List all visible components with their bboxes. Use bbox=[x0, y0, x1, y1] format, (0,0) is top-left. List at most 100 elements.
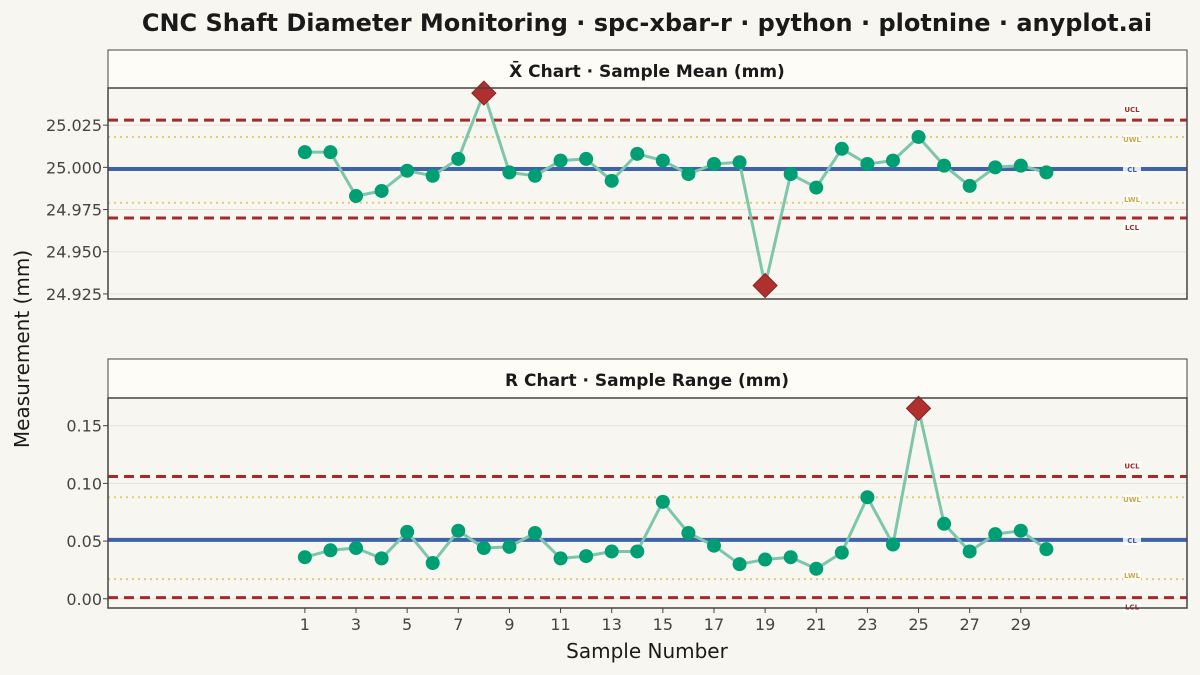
xbar-data-point bbox=[323, 145, 338, 160]
range-data-point bbox=[681, 526, 696, 540]
xbar-data-point bbox=[527, 168, 542, 183]
range-panel-background bbox=[108, 398, 1187, 608]
range-violation-point bbox=[905, 395, 932, 422]
xbar-lwl-label-bg bbox=[1123, 194, 1141, 204]
xbar-lwl-label: LWL bbox=[1124, 196, 1141, 204]
range-data-point bbox=[553, 551, 568, 566]
xbar-data-point bbox=[374, 183, 389, 198]
range-uwl-label: UWL bbox=[1123, 496, 1141, 504]
xbar-ucl-label-bg bbox=[1123, 105, 1141, 115]
xbar-data-point bbox=[706, 156, 721, 171]
xbar-cl-label: CL bbox=[1127, 166, 1137, 174]
xbar-lcl-label-bg bbox=[1123, 222, 1141, 232]
range-strip bbox=[107, 358, 1188, 399]
xbar-data-point bbox=[937, 158, 952, 173]
x-tick-label: 25 bbox=[908, 615, 928, 634]
xbar-violation-point bbox=[752, 272, 778, 299]
range-data-point bbox=[374, 551, 389, 566]
range-data-point bbox=[349, 541, 364, 555]
xbar-panel: X̄ Chart · Sample Mean (mm) 24.925 24.950… bbox=[46, 49, 1188, 304]
x-tick-label: 15 bbox=[653, 615, 673, 634]
range-data-point bbox=[809, 561, 824, 576]
range-ucl-label: UCL bbox=[1124, 462, 1140, 470]
xbar-data-point bbox=[681, 167, 696, 182]
range-data-point bbox=[834, 545, 849, 560]
xbar-y-tick-label: 25.000 bbox=[46, 158, 102, 177]
range-data-point bbox=[962, 544, 977, 559]
xbar-data-point bbox=[732, 155, 747, 170]
range-lwl-label-bg bbox=[1123, 571, 1141, 581]
xbar-data-point bbox=[349, 189, 364, 204]
range-y-tick-label: 0.05 bbox=[66, 532, 102, 551]
range-y-tick-label: 0.15 bbox=[66, 417, 102, 436]
range-data-point bbox=[783, 550, 798, 565]
x-tick-label: 7 bbox=[453, 615, 463, 634]
range-data-point bbox=[297, 550, 312, 565]
range-data-point bbox=[451, 523, 466, 538]
xbar-data-point bbox=[425, 168, 440, 183]
xbar-data-point bbox=[962, 178, 977, 193]
range-panel-frame bbox=[107, 397, 1188, 609]
range-ucl-label-bg bbox=[1123, 461, 1141, 471]
range-panel-title: R Chart · Sample Range (mm) bbox=[505, 371, 789, 391]
range-panel: R Chart · Sample Range (mm) 0.00 0.05 0.10… bbox=[66, 358, 1188, 612]
range-y-tick-label: 0.10 bbox=[66, 474, 102, 493]
range-data-point bbox=[655, 494, 670, 509]
x-axis-title: Sample Number bbox=[566, 639, 728, 663]
xbar-data-point bbox=[553, 153, 568, 168]
xbar-uwl-label: UWL bbox=[1123, 136, 1141, 144]
xbar-y-tick-label: 24.975 bbox=[46, 201, 102, 220]
range-lcl-label-bg bbox=[1123, 602, 1141, 612]
range-lwl-label: LWL bbox=[1124, 572, 1141, 580]
xbar-data-point bbox=[834, 141, 849, 156]
y-axis-title: Measurement (mm) bbox=[10, 250, 34, 448]
range-data-point bbox=[527, 526, 542, 540]
xbar-data-point bbox=[502, 165, 517, 180]
range-cl-label-bg bbox=[1123, 535, 1141, 545]
x-tick-label: 13 bbox=[602, 615, 622, 634]
xbar-strip bbox=[107, 49, 1188, 89]
xbar-cl-label-bg bbox=[1123, 165, 1141, 175]
range-data-point bbox=[425, 556, 440, 570]
x-axis-ticks: 1 3 5 7 9 11 13 15 17 19 21 23 25 27 29 bbox=[300, 608, 1031, 634]
range-data-point bbox=[1039, 542, 1054, 557]
xbar-y-tick-label: 24.925 bbox=[46, 285, 102, 304]
xbar-data-point bbox=[1013, 158, 1028, 173]
xbar-data-point bbox=[400, 163, 415, 178]
range-data-point bbox=[400, 524, 415, 539]
xbar-data-point bbox=[630, 146, 645, 161]
range-data-point bbox=[1013, 523, 1028, 538]
xbar-data-point bbox=[579, 151, 594, 166]
range-data-point bbox=[323, 543, 338, 558]
range-data-point bbox=[988, 527, 1003, 542]
range-data-point bbox=[630, 544, 645, 559]
range-data-point bbox=[476, 541, 491, 555]
xbar-data-point bbox=[1039, 165, 1054, 180]
x-tick-label: 17 bbox=[704, 615, 724, 634]
range-data-point bbox=[758, 552, 773, 567]
xbar-data-point bbox=[451, 151, 466, 166]
xbar-data-point bbox=[655, 153, 670, 168]
xbar-plot-area: 24.925 24.950 24.975 25.000 25.025 UCL UWL CL LW… bbox=[46, 80, 1188, 304]
range-data-point bbox=[502, 539, 517, 554]
xbar-data-point bbox=[604, 173, 619, 188]
xbar-data-point bbox=[911, 129, 926, 144]
range-y-tick-label: 0.00 bbox=[66, 590, 102, 609]
xbar-panel-background bbox=[108, 88, 1187, 299]
xbar-data-point bbox=[988, 160, 1003, 175]
range-data-point bbox=[579, 549, 594, 564]
x-tick-label: 3 bbox=[351, 615, 361, 634]
xbar-data-point bbox=[809, 180, 824, 195]
range-data-point bbox=[937, 516, 952, 531]
x-tick-label: 9 bbox=[504, 615, 514, 634]
x-tick-label: 29 bbox=[1011, 615, 1031, 634]
xbar-data-point bbox=[297, 145, 312, 160]
chart-title: CNC Shaft Diameter Monitoring · spc-xbar… bbox=[142, 9, 1152, 37]
x-tick-label: 27 bbox=[959, 615, 979, 634]
x-tick-label: 5 bbox=[402, 615, 412, 634]
x-tick-label: 1 bbox=[300, 615, 310, 634]
xbar-y-tick-label: 24.950 bbox=[46, 243, 102, 262]
xbar-panel-frame bbox=[107, 87, 1188, 300]
